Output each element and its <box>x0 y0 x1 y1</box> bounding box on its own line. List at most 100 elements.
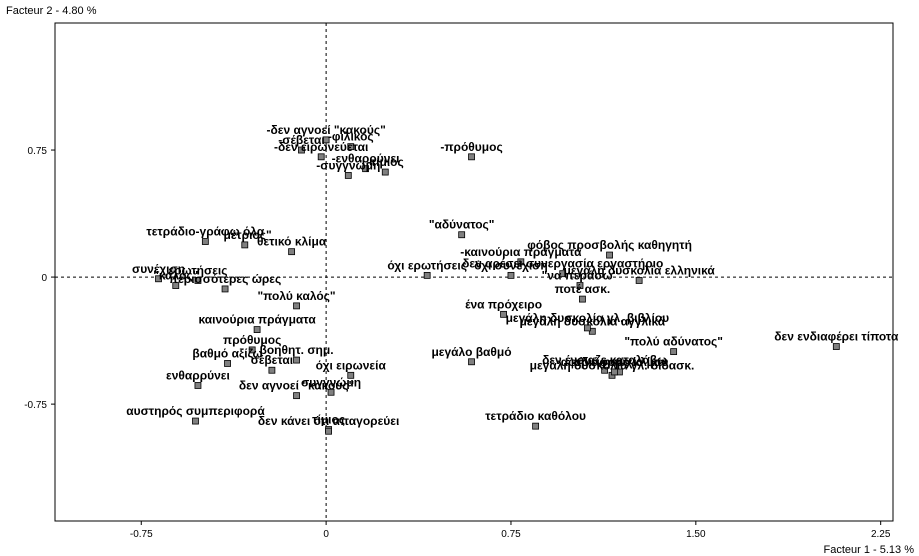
point-label: -καινούρια πράγματα <box>460 245 582 259</box>
x-tick-label: 2.25 <box>871 529 891 540</box>
point-label: αφήνει ησυχία μου <box>561 355 668 369</box>
data-point <box>248 346 256 354</box>
data-point <box>194 382 202 389</box>
data-point <box>468 153 475 161</box>
point-label: περισσότερες ώρες <box>169 272 281 286</box>
data-point <box>670 348 678 356</box>
point-label: βαθμό αξίζω <box>192 346 262 360</box>
data-point <box>500 310 507 318</box>
point-label: μεγάλη δυσκολία αγγλικά <box>519 314 665 328</box>
point-label: μεγάλη δυσκολία γλ. βιβλίου <box>506 311 670 325</box>
point-label: φόβος προσβολής καθηγητή <box>527 238 692 252</box>
data-point <box>635 277 643 284</box>
data-point <box>172 282 180 289</box>
point-label: -δεν αγνοεί "κακούς" <box>266 123 385 137</box>
data-point <box>362 165 369 173</box>
point-label: αυστηρός συμπεριφορά <box>126 404 265 418</box>
point-label: τετράδιο καθόλου <box>485 409 586 423</box>
data-point <box>344 172 352 179</box>
point-label: δεν ένοιαζε καταλάβω <box>542 353 667 367</box>
data-point <box>606 251 613 259</box>
data-point <box>293 392 300 400</box>
axis-ticks: -0.75 0 0.75 1.50 2.25 -0.75 0 0.75 <box>24 146 891 540</box>
data-point <box>317 153 325 161</box>
point-label: ενθαρρύνει <box>166 368 230 382</box>
point-label: -δεν ειρωνεύεται <box>274 140 368 154</box>
data-point <box>468 358 475 366</box>
point-label: ένα πρόχειρο <box>465 297 542 311</box>
y-axis-title: Facteur 2 - 4.80 % <box>6 5 97 17</box>
point-labels: -δεν αγνοεί "κακούς"-σέβεται -φιλικός-δεν… <box>126 123 899 428</box>
data-point <box>293 302 300 310</box>
point-label: δεν ενδιαφέρει τίποτα <box>774 330 899 344</box>
point-label: βοηθητ. σημ. <box>260 343 334 357</box>
point-label: -φιλικός <box>328 130 374 144</box>
point-label: δεν κάνει ότι απαγορεύει <box>258 414 399 428</box>
data-point <box>155 275 162 283</box>
y-tick-label: 0.75 <box>28 146 48 157</box>
data-point <box>381 168 389 176</box>
point-label: δεν αρέσει συνεργασία εργαστήριο <box>462 257 663 271</box>
point-label: ερωτήσεις <box>168 263 227 277</box>
data-point <box>268 366 276 374</box>
x-tick-label: 1.50 <box>686 529 706 540</box>
plot-frame <box>54 22 894 522</box>
x-tick-label: 0.75 <box>501 529 521 540</box>
data-point <box>192 417 199 425</box>
data-point <box>579 295 586 303</box>
x-tick-label: 0 <box>323 529 329 540</box>
point-label: συγγνώμη <box>301 375 361 389</box>
data-point <box>559 270 567 278</box>
y-tick-label: -0.75 <box>24 400 47 411</box>
point-label: -πρόθυμος <box>440 140 502 154</box>
data-point <box>601 366 609 374</box>
point-label: "αδύνατος" <box>429 218 495 232</box>
data-point <box>293 356 300 364</box>
point-label: "να περάσω" <box>542 269 619 283</box>
data-point <box>832 343 840 350</box>
data-point <box>507 271 515 279</box>
data-point <box>517 258 525 266</box>
data-point <box>325 427 332 435</box>
data-point <box>532 422 540 430</box>
point-label: όχι ειρωνεία <box>316 358 387 372</box>
data-point <box>583 324 591 332</box>
data-point <box>327 388 335 396</box>
data-point <box>288 248 296 256</box>
data-point <box>347 371 355 379</box>
data-point <box>224 360 231 367</box>
data-point <box>298 146 305 154</box>
data-point <box>221 285 229 293</box>
point-label: "πολύ καλός" <box>257 289 335 303</box>
point-label: πρόθυμος <box>223 333 281 347</box>
point-label: τίμιος <box>312 413 345 427</box>
point-label: "καλός" <box>153 269 198 283</box>
point-label: συνέχιση <box>132 262 185 276</box>
point-label: δεν αγνοεί "κακούς" <box>239 379 354 393</box>
data-point <box>194 277 202 284</box>
x-axis-title: Facteur 1 - 5.13 % <box>824 544 915 556</box>
point-label: "πολύ αδύνατος" <box>624 335 723 349</box>
point-label: σέβεται <box>251 353 293 367</box>
point-label: -τίμιος <box>367 155 404 169</box>
data-point <box>347 143 355 151</box>
point-label: αδιάφορο κλίμα <box>574 355 665 369</box>
data-point <box>423 271 431 279</box>
data-point <box>201 238 209 245</box>
point-label: μεγάλο βαθμό <box>431 345 511 359</box>
data-point <box>611 368 618 376</box>
y-tick-label: 0 <box>41 273 47 284</box>
point-label: όχι ερωτήσεις <box>387 258 467 272</box>
data-point <box>241 241 249 249</box>
point-label: -σέβεται <box>278 133 324 147</box>
data-point <box>253 326 261 333</box>
point-label: μεγάλη δυσκολία ελληνικά <box>563 263 715 277</box>
point-label: "μέτριος" <box>218 228 272 242</box>
point-label: -συγγνώμη <box>316 158 380 172</box>
data-points <box>155 136 840 435</box>
data-point <box>458 231 466 239</box>
data-point <box>322 136 330 144</box>
point-label: θετικό κλίμα <box>257 235 327 249</box>
point-label: τετράδιο-γράφω όλα <box>146 225 265 239</box>
